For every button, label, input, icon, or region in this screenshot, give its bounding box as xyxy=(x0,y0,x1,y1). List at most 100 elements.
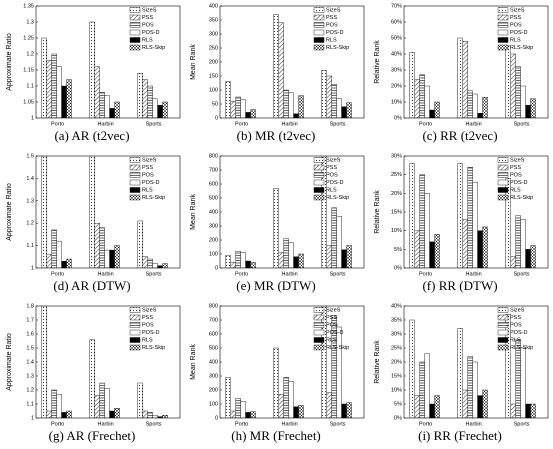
bar xyxy=(240,252,246,268)
y-tick-label: 150 xyxy=(209,73,218,79)
bar xyxy=(467,90,473,118)
bar xyxy=(61,261,67,268)
legend-swatch xyxy=(129,37,141,43)
bar xyxy=(94,222,100,268)
bar xyxy=(331,207,337,268)
bar xyxy=(341,106,347,118)
legend-label: RLS-Skip xyxy=(142,195,165,201)
bar xyxy=(273,187,279,268)
bar xyxy=(346,245,352,268)
bar xyxy=(326,392,332,418)
legend-swatch xyxy=(129,7,141,13)
y-tick-label: 1.3 xyxy=(26,198,34,204)
legend-swatch xyxy=(497,194,509,201)
bar xyxy=(225,81,231,118)
bars xyxy=(409,37,536,118)
x-tick-label: Sports xyxy=(514,421,530,427)
y-tick-label: 1.1 xyxy=(26,243,34,249)
caption: (d) AR (DTW) xyxy=(53,278,130,293)
y-tick-label: 200 xyxy=(209,59,218,65)
bar xyxy=(99,227,105,268)
bar xyxy=(94,66,100,118)
plot-frame xyxy=(219,5,365,119)
bar xyxy=(51,53,57,118)
x-tick-label: Harbin xyxy=(97,421,113,427)
legend-label: POS-D xyxy=(326,180,343,186)
legend-swatch xyxy=(497,314,509,321)
y-tick-label: 1.5 xyxy=(26,153,34,159)
panel: 0% 5% 10% 15% 20% 25% 30% 35% 40% Relative Rank Po… xyxy=(374,303,549,443)
legend-swatch xyxy=(313,7,325,13)
y-tick-label: 0% xyxy=(394,415,402,421)
bar xyxy=(51,229,57,268)
y-tick-label: 30% xyxy=(391,153,402,159)
y-tick-label: 1.05 xyxy=(23,99,34,105)
legend-label: RLS-Skip xyxy=(326,195,349,201)
y-tick-label: 350 xyxy=(209,17,218,23)
legend-swatch xyxy=(313,14,325,21)
legend-label: POS-D xyxy=(142,180,159,186)
y-tick-label: 50% xyxy=(391,35,402,41)
bar xyxy=(250,411,256,418)
legend-swatch xyxy=(497,322,509,328)
bar xyxy=(434,234,440,268)
legend-swatch xyxy=(129,14,141,21)
y-tick-label: 1 xyxy=(31,415,34,421)
y-tick-label: 100 xyxy=(209,87,218,93)
bar xyxy=(510,403,516,418)
plot-frame xyxy=(403,5,549,119)
x-tick-label: Porto xyxy=(235,421,248,427)
x-tick-label: Sports xyxy=(330,121,346,127)
bar xyxy=(457,328,463,418)
legend-label: POS-D xyxy=(510,180,527,186)
caption: (c) RR (t2vec) xyxy=(422,128,497,143)
legend-label: SizeS xyxy=(510,157,525,163)
bar xyxy=(250,262,256,268)
bar xyxy=(56,394,62,418)
bar xyxy=(225,377,231,418)
y-axis-label: Mean Rank xyxy=(190,44,197,80)
bar xyxy=(525,403,531,418)
bar xyxy=(429,241,435,268)
bar xyxy=(109,108,115,118)
y-tick-label: 200 xyxy=(209,237,218,243)
x-tick-label: Sports xyxy=(330,421,346,427)
bar xyxy=(46,254,52,268)
bar xyxy=(230,410,236,418)
legend-label: SizeS xyxy=(142,157,157,163)
y-tick-label: 800 xyxy=(209,153,218,159)
caption: (b) MR (t2vec) xyxy=(237,128,316,143)
bar xyxy=(142,256,148,268)
x-tick-label: Sports xyxy=(146,121,162,127)
legend-swatch xyxy=(497,329,509,336)
bar xyxy=(520,219,526,268)
plot-frame xyxy=(35,155,181,269)
bar xyxy=(288,242,294,268)
legend-label: POS xyxy=(510,322,522,328)
bar xyxy=(419,174,425,268)
bar xyxy=(293,113,299,118)
y-tick-label: 100 xyxy=(209,251,218,257)
bar xyxy=(429,403,435,418)
y-tick-label: 500 xyxy=(209,345,218,351)
x-tick-label: Porto xyxy=(419,421,432,427)
bar xyxy=(414,230,420,268)
legend-label: SizeS xyxy=(326,157,341,163)
x-tick-label: Harbin xyxy=(465,121,481,127)
legend-label: RLS-Skip xyxy=(326,345,349,351)
bar xyxy=(114,408,120,418)
bar xyxy=(467,356,473,418)
legend-swatch xyxy=(497,344,509,351)
bar xyxy=(41,156,47,268)
legend-label: POS-D xyxy=(326,30,343,36)
bar xyxy=(250,109,256,118)
bar xyxy=(235,250,241,268)
legend-label: SizeS xyxy=(326,307,341,313)
bar xyxy=(293,256,299,268)
bar xyxy=(147,85,153,118)
legend-swatch xyxy=(129,172,141,178)
bar xyxy=(321,306,327,418)
y-tick-label: 25% xyxy=(391,345,402,351)
x-tick-label: Sports xyxy=(330,271,346,277)
bar xyxy=(515,66,521,118)
